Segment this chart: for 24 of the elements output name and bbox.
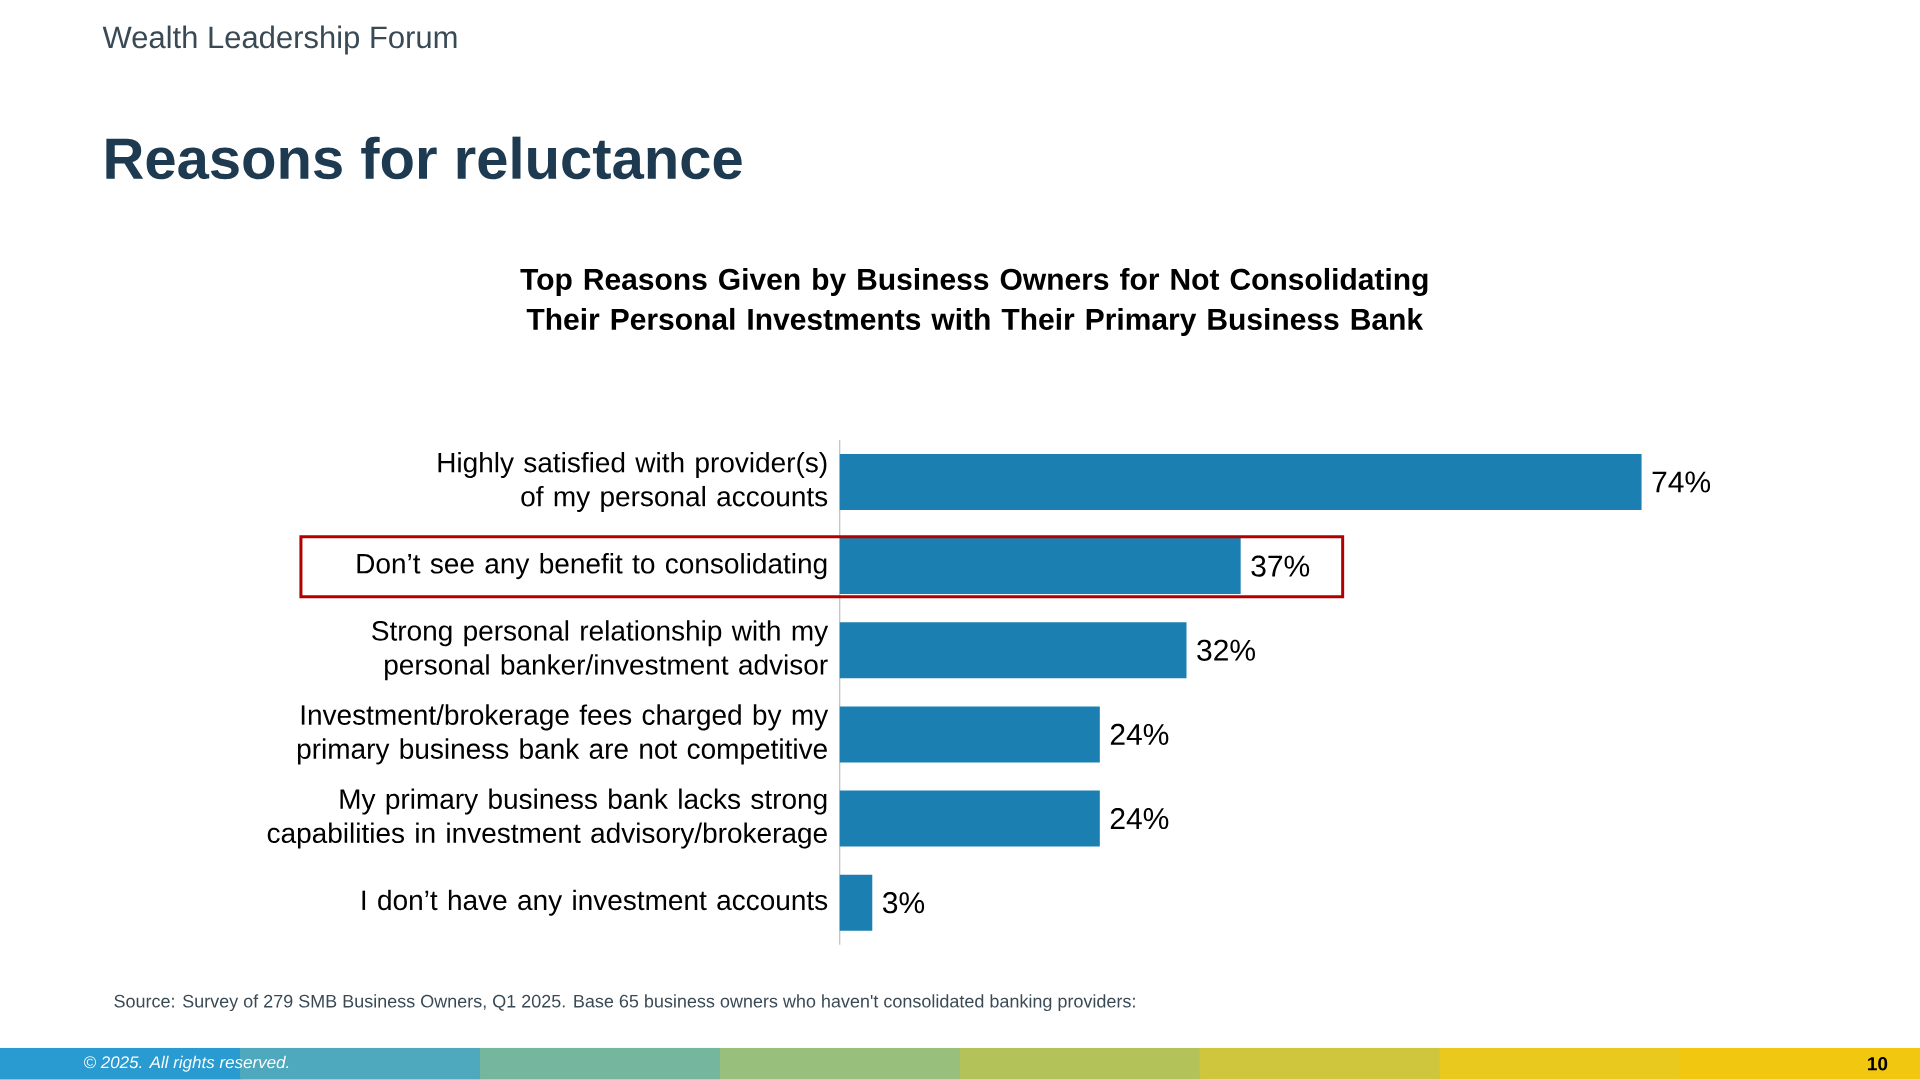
bar — [839, 454, 1642, 511]
text: Wealth Leadership Forum — [102, 25, 457, 55]
chart-title: Reasons for reluctance — [106, 136, 742, 180]
y-tick-label: My primary business bank lacks strong capabilities in investment advisory/brokerage — [267, 788, 827, 849]
data-label: 74% — [1652, 471, 1711, 493]
y-tick-label: Highly satisfied with provider(s) of my personal accounts — [438, 452, 828, 513]
data-label: 32% — [1197, 639, 1255, 662]
bar — [839, 790, 1100, 847]
bar — [839, 874, 873, 931]
data-label: 24% — [1110, 808, 1169, 830]
bar — [839, 622, 1187, 679]
text: © 2025. All rights reserved. — [84, 1055, 289, 1072]
y-tick-label: Investment/brokerage fees charged by my primary business bank are not competitive — [297, 704, 829, 765]
source-note: Source: Survey of 279 SMB Business Owners, Q1 2025. Base 65 business owners who haven't consolidated banking providers: — [114, 994, 1135, 1012]
y-tick-label: Don’t see any benefit to consolidating — [357, 553, 827, 580]
bar — [839, 538, 1241, 595]
bar — [839, 706, 1100, 763]
data-label: 3% — [882, 892, 925, 914]
y-tick-label: Strong personal relationship with my personal banker/investment advisor — [372, 620, 829, 681]
data-label: 24% — [1110, 723, 1169, 746]
data-label: 37% — [1251, 555, 1310, 577]
text: 10 — [1868, 1057, 1888, 1071]
y-tick-label: I don’t have any investment accounts — [362, 889, 828, 916]
chart-subtitle: Top Reasons Given by Business Owners for Not Consolidating Their Personal Investments with Their Primary Business Bank — [520, 268, 1428, 337]
